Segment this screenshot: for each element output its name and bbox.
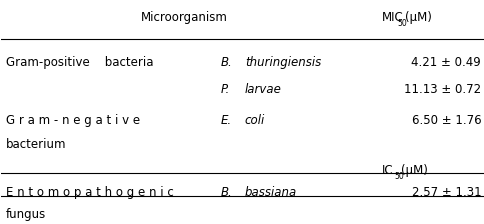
Text: IC: IC: [381, 164, 393, 177]
Text: 50: 50: [393, 172, 403, 181]
Text: larvae: larvae: [244, 83, 281, 96]
Text: 6.50 ± 1.76: 6.50 ± 1.76: [411, 114, 480, 127]
Text: 11.13 ± 0.72: 11.13 ± 0.72: [403, 83, 480, 96]
Text: 2.57 ± 1.31: 2.57 ± 1.31: [411, 186, 480, 199]
Text: Gram-positive    bacteria: Gram-positive bacteria: [6, 56, 153, 69]
Text: 50: 50: [397, 19, 407, 28]
Text: P.: P.: [220, 83, 229, 96]
Text: 4.21 ± 0.49: 4.21 ± 0.49: [410, 56, 480, 69]
Text: bacterium: bacterium: [6, 138, 67, 151]
Text: Microorganism: Microorganism: [141, 11, 227, 24]
Text: bassiana: bassiana: [244, 186, 297, 199]
Text: G r a m - n e g a t i v e: G r a m - n e g a t i v e: [6, 114, 140, 127]
Text: B.: B.: [220, 56, 232, 69]
Text: E n t o m o p a t h o g e n i c: E n t o m o p a t h o g e n i c: [6, 186, 174, 199]
Text: coli: coli: [244, 114, 265, 127]
Text: fungus: fungus: [6, 208, 46, 221]
Text: (μM): (μM): [400, 164, 427, 177]
Text: (μM): (μM): [404, 11, 431, 24]
Text: thuringiensis: thuringiensis: [244, 56, 320, 69]
Text: MIC: MIC: [381, 11, 403, 24]
Text: B.: B.: [220, 186, 232, 199]
Text: E.: E.: [220, 114, 231, 127]
